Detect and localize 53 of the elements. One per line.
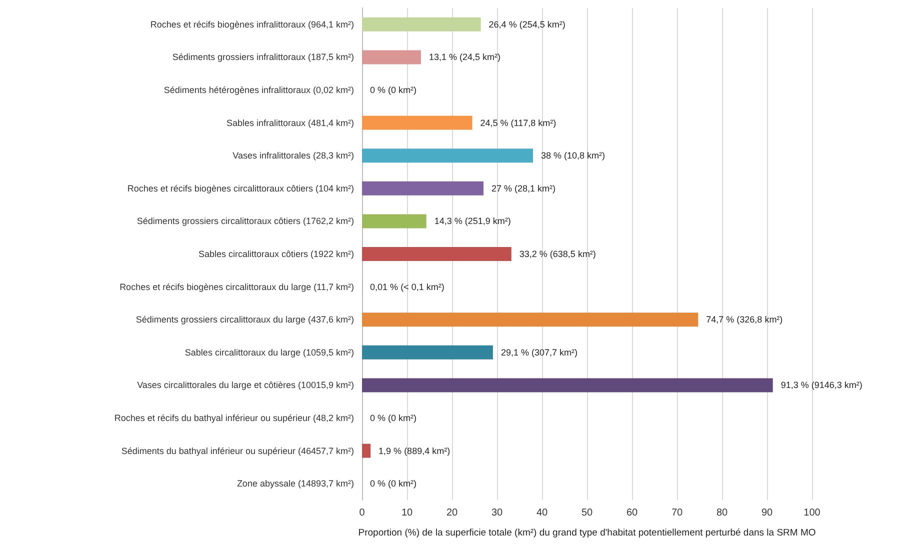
data-label: 38 % (10,8 km²) (541, 150, 606, 161)
x-tick-label: 90 (761, 508, 773, 518)
data-label: 29,1 % (307,7 km²) (500, 347, 578, 358)
y-tick-label: Zone abyssale (14893,7 km²) (236, 478, 354, 489)
data-label: 0 % (0 km²) (370, 85, 417, 95)
data-label: 24,5 % (117,8 km²) (480, 118, 556, 128)
data-label: 13,1 % (24,5 km²) (428, 52, 500, 62)
x-tick-label: 50 (581, 508, 593, 518)
data-label: 0 % (0 km²) (370, 413, 417, 423)
bar (362, 148, 533, 163)
y-tick-label: Sédiments du bathyal inférieur ou supérieur (46457,7 km²) (121, 446, 354, 456)
x-tick-label: 60 (626, 508, 638, 518)
y-tick-label: Roches et récifs du bathyal inférieur ou supérieur (48,2 km²) (114, 413, 354, 423)
x-axis-title: Proportion (%) de la superficie totale (km²) du grand type d'habitat potentiellement perturbé dans la SRM MO (358, 528, 816, 538)
data-label: 14,3 % (251,9 km²) (434, 216, 511, 226)
bar (362, 17, 481, 32)
y-tick-label: Sables circalittoraux du large (1059,5 km²) (184, 347, 354, 358)
y-tick-label: Sédiments grossiers circalittoraux côtiers (1762,2 km²) (136, 216, 354, 226)
bar (362, 50, 421, 64)
bar (362, 444, 371, 458)
bar (362, 181, 484, 196)
y-tick-label: Sédiments grossiers circalittoraux du large (437,6 km²) (136, 314, 354, 325)
data-label: 26,4 % (254,5 km²) (488, 19, 566, 30)
y-tick-label: Sables infralittoraux (481,4 km²) (226, 118, 354, 128)
x-tick-label: 70 (671, 508, 683, 518)
x-tick-label: 20 (446, 508, 458, 518)
data-label: 33,2 % (638,5 km²) (519, 249, 596, 259)
data-label: 27 % (28,1 km²) (492, 183, 556, 194)
y-tick-label: Sédiments hétérogènes infralittoraux (0,02 km²) (164, 85, 354, 95)
bar (362, 116, 472, 130)
y-tick-label: Sables circalittoraux côtiers (1922 km²) (198, 249, 354, 259)
y-tick-label: Vases circalittorales du large et côtières (10015,9 km²) (137, 380, 354, 390)
bar (362, 247, 512, 261)
data-label: 0,01 % (< 0,1 km²) (370, 282, 444, 292)
data-label: 74,7 % (326,8 km²) (706, 314, 783, 325)
x-tick-label: 80 (716, 508, 728, 518)
bar (362, 345, 493, 360)
data-label: 0 % (0 km²) (370, 478, 417, 489)
y-tick-label: Roches et récifs biogènes circalittoraux côtiers (104 km²) (127, 183, 354, 194)
x-tick-label: 30 (491, 508, 503, 518)
bar (362, 312, 698, 327)
x-tick-label: 10 (401, 508, 413, 518)
x-tick-label: 0 (359, 508, 366, 518)
bar (362, 378, 773, 392)
x-tick-label: 40 (536, 508, 548, 518)
data-label: 91,3 % (9146,3 km²) (780, 380, 862, 390)
y-tick-label: Roches et récifs biogènes circalittoraux du large (11,7 km²) (120, 282, 354, 292)
bar (362, 214, 426, 228)
y-tick-label: Vases infralittorales (28,3 km²) (232, 150, 354, 161)
data-label: 1,9 % (889,4 km²) (378, 446, 450, 456)
y-tick-label: Sédiments grossiers infralittoraux (187,5 km²) (172, 52, 354, 62)
x-tick-label: 100 (804, 508, 821, 518)
y-tick-label: Roches et récifs biogènes infralittoraux (964,1 km²) (150, 19, 354, 30)
